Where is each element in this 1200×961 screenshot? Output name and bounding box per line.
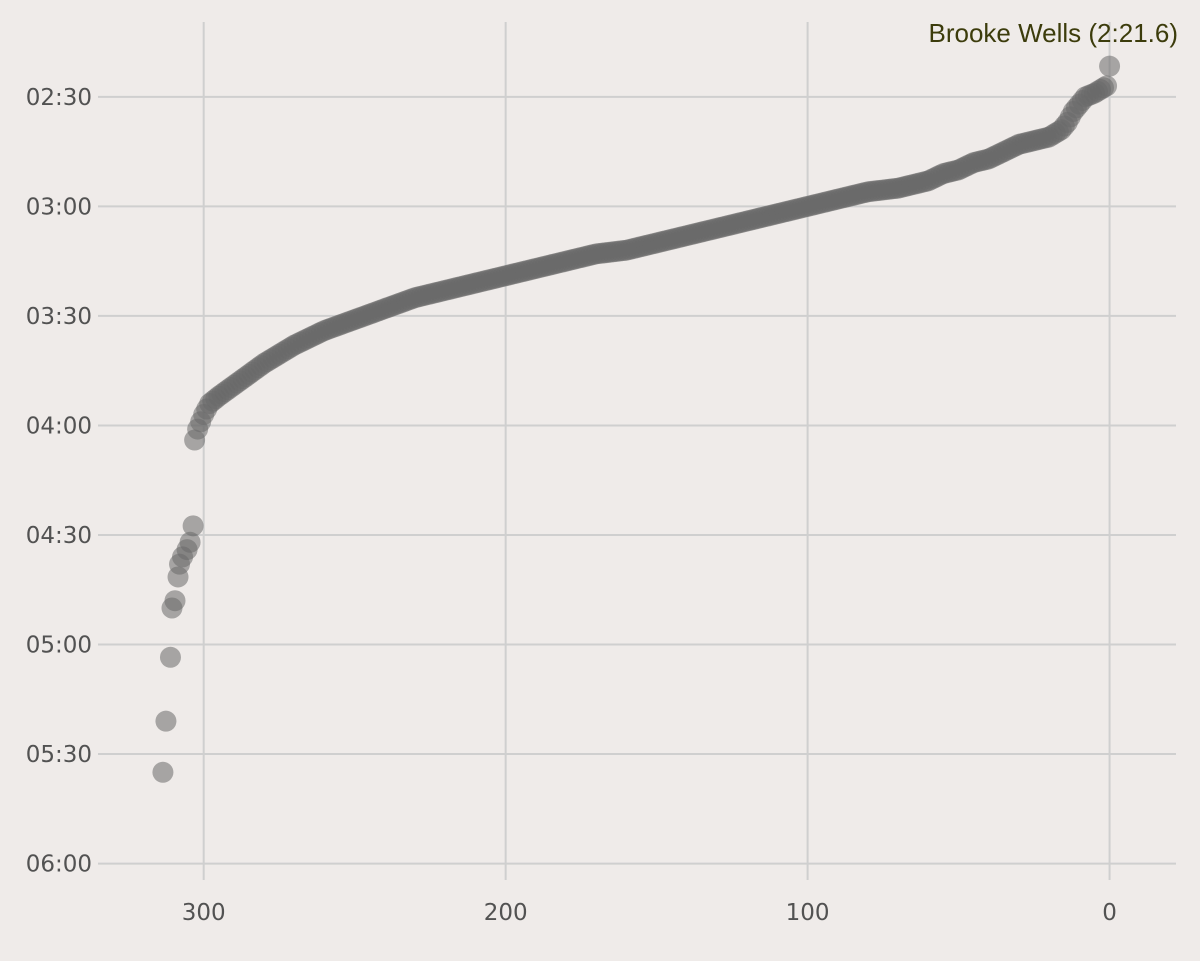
x-tick-label: 0 [1102, 900, 1117, 926]
y-tick-label: 06:00 [26, 852, 92, 878]
data-points [152, 55, 1121, 783]
data-point [167, 566, 189, 588]
data-point [152, 761, 174, 783]
y-tick-label: 02:30 [26, 85, 92, 111]
y-tick-label: 03:00 [26, 194, 92, 220]
data-point [184, 429, 206, 451]
y-tick-label: 03:30 [26, 304, 92, 330]
y-tick-label: 04:30 [26, 523, 92, 549]
grid [98, 22, 1176, 880]
x-tick-label: 200 [484, 900, 528, 926]
y-tick-label: 04:00 [26, 413, 92, 439]
y-tick-label: 05:00 [26, 633, 92, 659]
annotation-label: Brooke Wells (2:21.6) [928, 18, 1178, 48]
data-point [182, 515, 204, 537]
x-tick-label: 300 [182, 900, 226, 926]
data-point [161, 597, 183, 619]
x-tick-label: 100 [786, 900, 830, 926]
y-tick-label: 05:30 [26, 742, 92, 768]
data-point [159, 646, 181, 668]
tick-labels: 02:30 03:00 03:30 04:00 04:30 05:00 05:30 06:00… [26, 85, 1117, 926]
data-point [155, 710, 177, 732]
data-point [1099, 55, 1121, 77]
